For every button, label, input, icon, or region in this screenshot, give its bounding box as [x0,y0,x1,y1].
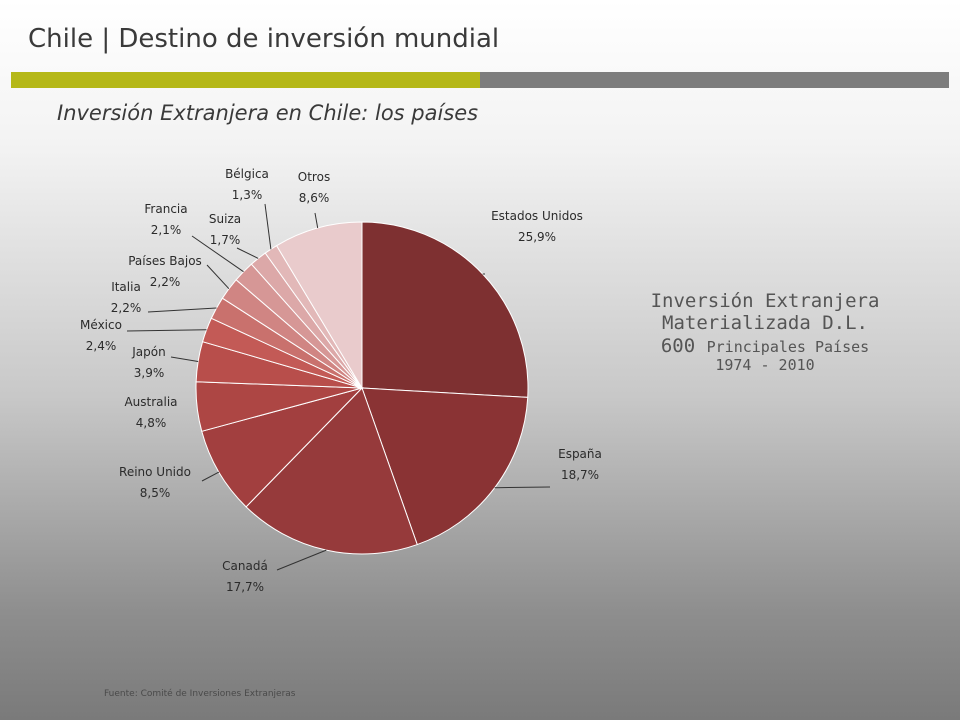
pie-slice-estados-unidos [361,221,529,398]
slice-label-name: Canadá [222,559,268,573]
slice-label-value: 4,8% [136,416,167,430]
slice-label-name: España [558,447,602,461]
slice-label-name: Otros [298,170,330,184]
slice-label-value: 2,2% [150,275,181,289]
slice-label-value: 3,9% [134,366,165,380]
slice-label-name: Bélgica [225,167,269,181]
side-note-line3-main: 600 [660,334,696,357]
pie-slice-otros [275,221,363,390]
side-note-line3-small: Principales Países [706,337,870,356]
leader-line [236,247,259,259]
slice-label-value: 2,2% [111,301,142,315]
leader-line [191,235,244,273]
leader-line [126,329,207,332]
slice-label-name: Japón [131,345,165,359]
slice-label-value: 2,1% [151,223,182,237]
pie-slice-reino-unido [201,387,364,508]
slice-label-name: Estados Unidos [491,209,583,223]
leader-line [264,203,272,250]
slice-label-name: Francia [144,202,187,216]
slice-label-name: Reino Unido [119,465,191,479]
slide-subtitle: Inversión Extranjera en Chile: los paíse… [57,101,479,125]
side-note: Inversión Extranjera Materializada D.L. … [640,290,890,375]
slice-label-value: 1,3% [232,188,263,202]
slide-title: Chile | Destino de inversión mundial [28,24,500,54]
slice-label-name: Australia [124,395,177,409]
source-note: Fuente: Comité de Inversiones Extranjera… [104,689,296,699]
side-note-line1: Inversión Extranjera [650,290,880,312]
leader-line [170,356,199,362]
side-note-line2: Materializada D.L. [662,312,868,335]
leader-line [494,486,551,489]
slice-label-value: 8,6% [299,191,330,205]
leader-line [147,307,217,313]
side-note-line3: 600 Principales Países [640,335,890,357]
slice-label-value: 17,7% [226,580,264,594]
leader-line [206,264,230,290]
slice-label-value: 25,9% [518,230,556,244]
slice-label-value: 18,7% [561,468,599,482]
slice-label-name: Italia [111,280,141,294]
slice-label-name: Suiza [209,212,241,226]
slice-label-value: 2,4% [86,339,117,353]
side-note-line4: 1974 - 2010 [715,356,815,375]
title-accent-bar [11,72,480,88]
title-gray-bar [480,72,949,88]
pie-slice-españa [361,387,529,546]
leader-line [276,549,327,571]
leader-line [314,212,319,229]
slice-label-name: Países Bajos [128,254,202,268]
slice-label-value: 1,7% [210,233,241,247]
slice-label-name: México [80,318,122,332]
leader-line [201,471,220,482]
slice-label-value: 8,5% [140,486,171,500]
